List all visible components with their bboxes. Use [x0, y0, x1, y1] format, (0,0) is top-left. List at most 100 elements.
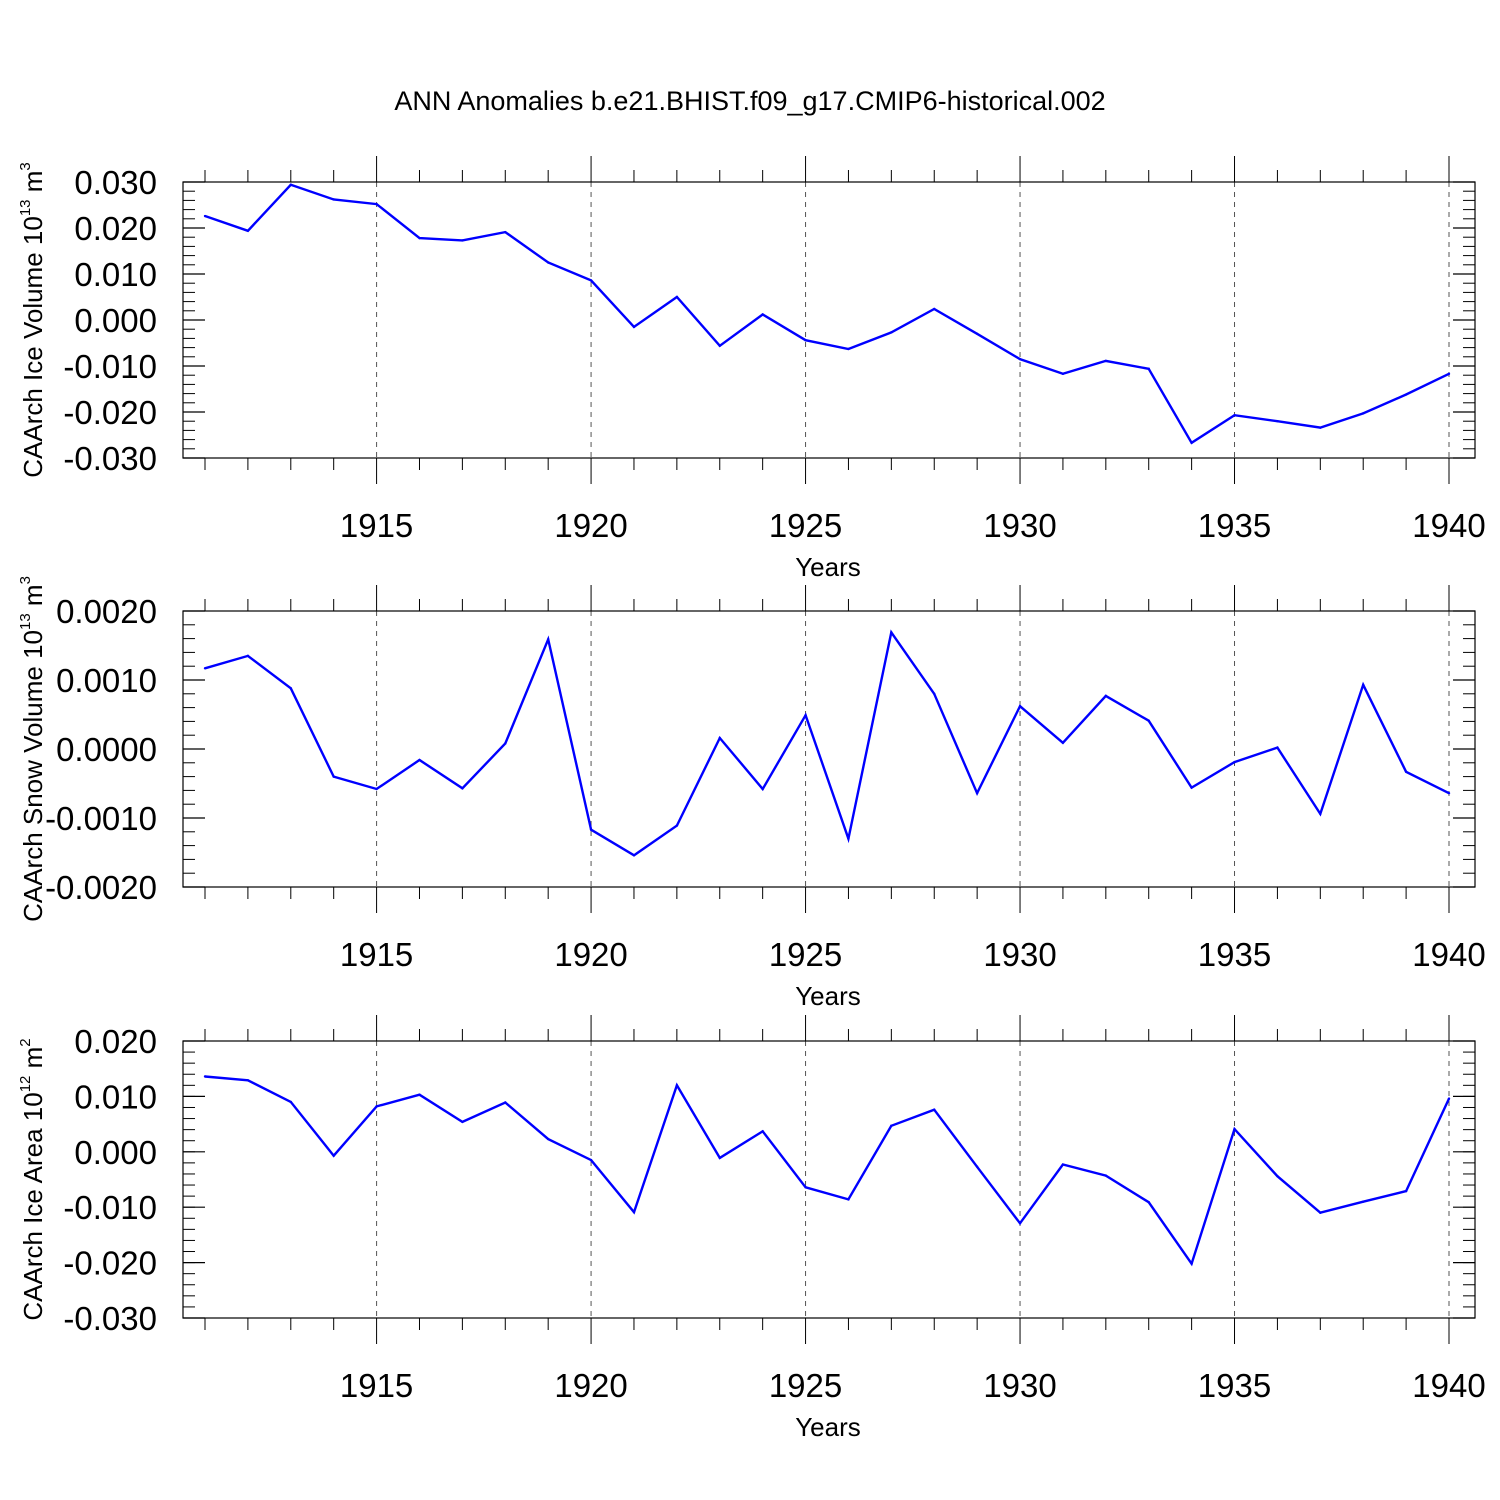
- y-tick-label: -0.0010: [45, 800, 157, 837]
- data-point: [589, 1158, 593, 1162]
- y-tick-label: -0.030: [63, 1300, 157, 1337]
- y-axis-label-unit-exponent: 3: [17, 576, 34, 584]
- y-tick-label: 0.020: [74, 210, 157, 247]
- x-tick-label: 1935: [1198, 1367, 1271, 1404]
- data-point: [375, 202, 378, 206]
- series-line: [204, 183, 1450, 445]
- y-tick-label: 0.000: [74, 302, 157, 339]
- y-axis-label-unit: m: [18, 171, 48, 200]
- data-point: [418, 1093, 421, 1096]
- data-point: [1018, 705, 1022, 708]
- x-tick-label: 1940: [1412, 507, 1485, 544]
- y-axis-label-unit: m: [18, 1047, 48, 1076]
- x-tick-label: 1935: [1198, 936, 1271, 973]
- data-point: [461, 787, 464, 790]
- data-point: [1447, 372, 1451, 376]
- panel-1: -0.030 -0.020 -0.010 0.000 0.010 0.020 0.030 19…: [17, 156, 1486, 582]
- x-tick-label: 1920: [554, 507, 627, 544]
- data-point: [332, 775, 335, 778]
- y-axis-label-exponent: 13: [17, 613, 34, 630]
- y-axis-label-main: CAArch Snow Volume 10: [18, 630, 48, 922]
- data-point: [1319, 812, 1322, 816]
- data-point: [1018, 1222, 1022, 1225]
- data-point: [546, 1137, 550, 1141]
- y-tick-label: -0.0020: [45, 869, 157, 906]
- x-axis-label: Years: [795, 1412, 861, 1442]
- x-tick-label: 1920: [554, 936, 627, 973]
- data-point: [203, 214, 207, 218]
- y-tick-label: 0.0010: [56, 662, 157, 699]
- x-axis-label: Years: [795, 552, 861, 582]
- y-axis-label-unit-exponent: 2: [17, 1038, 34, 1046]
- data-point: [1233, 1127, 1236, 1131]
- data-point: [933, 307, 936, 311]
- data-point: [289, 687, 292, 690]
- data-point: [1233, 760, 1236, 764]
- data-point: [1362, 412, 1365, 415]
- x-tick-label: 1915: [340, 1367, 413, 1404]
- y-tick-label: -0.010: [63, 1189, 157, 1226]
- panels-group: -0.030 -0.020 -0.010 0.000 0.010 0.020 0.030 19…: [17, 156, 1486, 1442]
- data-point: [1104, 694, 1108, 698]
- data-point: [1362, 1200, 1365, 1203]
- data-point: [203, 1075, 207, 1078]
- data-point: [1404, 393, 1408, 396]
- data-point: [975, 1165, 979, 1168]
- data-point: [1319, 426, 1322, 429]
- data-point: [975, 332, 979, 335]
- x-tick-label: 1925: [769, 936, 842, 973]
- data-point: [1276, 1174, 1279, 1178]
- y-axis-label: CAArch Snow Volume 1013 m3: [17, 576, 48, 922]
- y-axis-label-exponent: 12: [17, 1076, 34, 1093]
- data-point: [246, 229, 250, 232]
- data-point: [718, 1156, 721, 1160]
- y-tick-label: -0.020: [63, 394, 157, 431]
- data-point: [1404, 1189, 1408, 1193]
- data-point: [1018, 357, 1022, 361]
- y-axis-label: CAArch Ice Volume 1013 m3: [17, 162, 48, 478]
- data-point: [246, 1079, 250, 1082]
- data-point: [933, 692, 936, 695]
- x-tick-label: 1925: [769, 507, 842, 544]
- data-point: [375, 787, 378, 791]
- data-point: [847, 1198, 850, 1201]
- data-point: [1319, 1211, 1322, 1214]
- data-point: [461, 1120, 464, 1124]
- data-point: [246, 654, 250, 658]
- data-point: [675, 295, 679, 299]
- y-axis-label: CAArch Ice Area 1012 m2: [17, 1038, 48, 1320]
- y-axis-label-main: CAArch Ice Volume 10: [18, 216, 48, 478]
- data-point: [332, 198, 335, 201]
- y-tick-label: 0.000: [74, 1134, 157, 1171]
- x-tick-label: 1930: [983, 1367, 1056, 1404]
- x-tick-label: 1930: [983, 936, 1056, 973]
- data-point: [1276, 746, 1279, 749]
- data-point: [418, 758, 421, 762]
- data-point: [1061, 372, 1065, 376]
- x-tick-label: 1920: [554, 1367, 627, 1404]
- y-axis-label-exponent: 13: [17, 199, 34, 216]
- data-point: [1147, 1201, 1150, 1204]
- y-tick-label: 0.0020: [56, 593, 157, 630]
- panel-2: -0.0020 -0.0010 0.0000 0.0010 0.0020 1915 1920…: [17, 576, 1486, 1011]
- y-tick-label: 0.0000: [56, 731, 157, 768]
- data-point: [761, 787, 764, 791]
- data-point: [761, 1130, 764, 1133]
- panel-3: -0.030 -0.020 -0.010 0.000 0.010 0.020 1915 192…: [17, 1015, 1486, 1442]
- data-point: [632, 1210, 636, 1214]
- data-point: [289, 183, 292, 186]
- plot-frame: [182, 1040, 1476, 1319]
- data-point: [332, 1154, 335, 1157]
- x-tick-label: 1935: [1198, 507, 1271, 544]
- data-point: [718, 344, 721, 347]
- data-point: [1104, 1174, 1108, 1177]
- data-point: [804, 713, 807, 717]
- data-point: [546, 638, 550, 641]
- x-tick-label: 1930: [983, 507, 1056, 544]
- data-point: [847, 837, 850, 840]
- x-axis-label: Years: [795, 981, 861, 1011]
- y-axis-label-unit: m: [18, 584, 48, 613]
- x-tick-label: 1915: [340, 936, 413, 973]
- data-point: [718, 736, 721, 740]
